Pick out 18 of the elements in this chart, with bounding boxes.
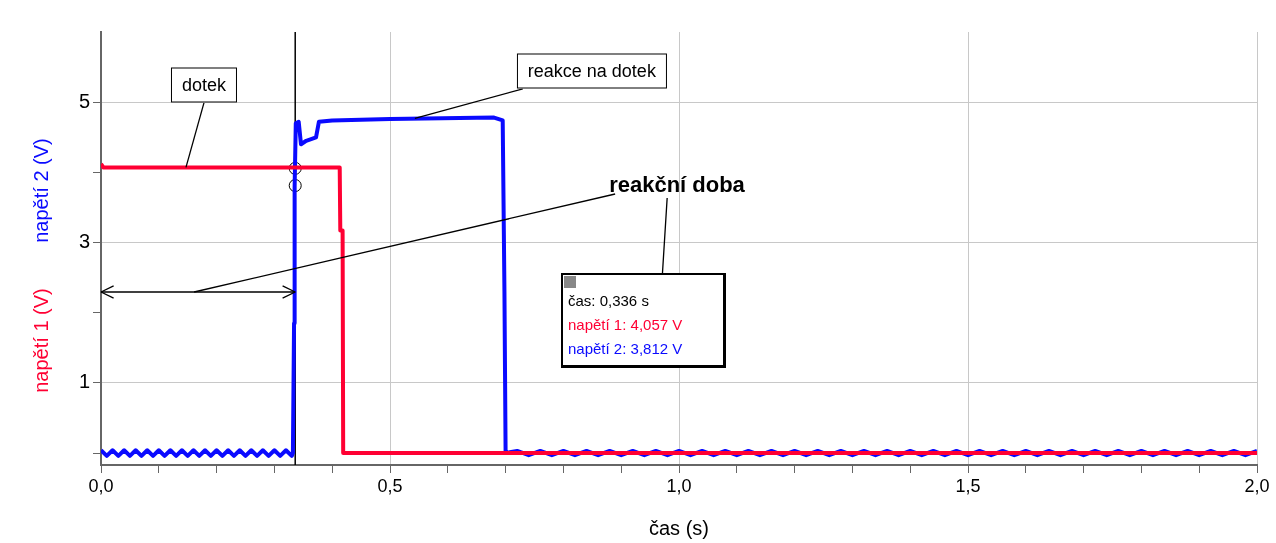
annotation: napětí 2: 3,812 V xyxy=(568,339,684,359)
info-box: čas: 0,336 s napětí 1: 4,057 V napětí 2: 3,812 V xyxy=(561,273,726,368)
x-axis-title: čas (s) xyxy=(649,516,709,539)
text: napětí 2 (V) xyxy=(29,138,52,243)
annotation: napětí 1: 4,057 V xyxy=(568,315,684,335)
y-tick-label: 1 xyxy=(78,370,90,393)
annotation: čas: 0,336 s xyxy=(568,291,650,311)
x-tick-label: 2,0 xyxy=(1244,475,1270,496)
text: napětí 1 (V) xyxy=(29,288,52,393)
y-tick-label: 5 xyxy=(78,89,90,112)
annotation: reakční doba xyxy=(609,172,745,198)
x-tick-label: 1,5 xyxy=(955,475,981,496)
x-tick-label: 0,0 xyxy=(88,475,114,496)
y-tick-label: 3 xyxy=(78,230,90,253)
annotation: reakce na dotek xyxy=(516,53,667,89)
x-tick-label: 1,0 xyxy=(666,475,692,496)
annotation: dotek xyxy=(170,67,237,103)
x-tick-label: 0,5 xyxy=(377,475,403,496)
